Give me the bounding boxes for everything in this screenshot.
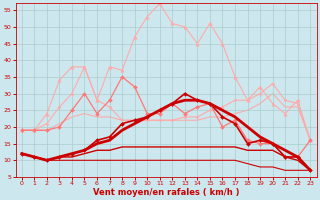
- X-axis label: Vent moyen/en rafales ( km/h ): Vent moyen/en rafales ( km/h ): [93, 188, 239, 197]
